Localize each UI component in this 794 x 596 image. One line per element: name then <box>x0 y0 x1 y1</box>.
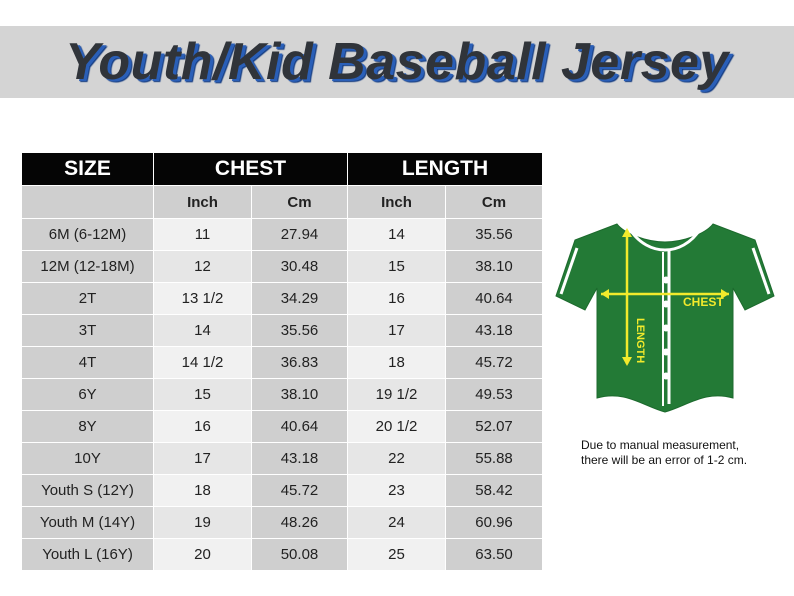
cell-size: Youth S (12Y) <box>21 474 154 507</box>
subheader-length-cm: Cm <box>444 185 544 219</box>
cell-size: 6Y <box>21 378 154 411</box>
cell-length-cm: 63.50 <box>444 538 544 571</box>
length-marker <box>622 228 632 366</box>
cell-chest-cm: 45.72 <box>251 474 348 507</box>
cell-chest-inch: 20 <box>153 538 252 571</box>
subheader-chest-inch: Inch <box>153 185 252 219</box>
cell-chest-cm: 36.83 <box>251 346 348 379</box>
cell-size: 2T <box>21 282 154 315</box>
cell-chest-inch: 16 <box>153 410 252 443</box>
jersey-shirt <box>555 223 775 413</box>
subheader-length-inch: Inch <box>347 185 446 219</box>
cell-chest-inch: 19 <box>153 506 252 539</box>
cell-length-inch: 17 <box>347 314 446 347</box>
cell-length-cm: 55.88 <box>444 442 544 475</box>
cell-chest-inch: 18 <box>153 474 252 507</box>
page-title: Youth/Kid Baseball Jersey <box>65 33 729 91</box>
cell-length-cm: 49.53 <box>444 378 544 411</box>
size-chart-table: SIZE CHEST LENGTH Inch Cm Inch Cm 6M (6-… <box>21 152 544 571</box>
table-header-row: SIZE CHEST LENGTH <box>21 152 544 186</box>
cell-size: Youth L (16Y) <box>21 538 154 571</box>
cell-length-cm: 60.96 <box>444 506 544 539</box>
cell-length-inch: 20 1/2 <box>347 410 446 443</box>
cell-length-inch: 23 <box>347 474 446 507</box>
cell-length-inch: 15 <box>347 250 446 283</box>
header-size: SIZE <box>21 152 154 186</box>
cell-chest-inch: 11 <box>153 218 252 251</box>
cell-chest-cm: 40.64 <box>251 410 348 443</box>
cell-chest-inch: 14 1/2 <box>153 346 252 379</box>
cell-chest-inch: 13 1/2 <box>153 282 252 315</box>
cell-size: 10Y <box>21 442 154 475</box>
cell-size: 3T <box>21 314 154 347</box>
chest-marker <box>601 289 729 299</box>
cell-chest-cm: 38.10 <box>251 378 348 411</box>
subheader-chest-cm: Cm <box>251 185 348 219</box>
cell-chest-cm: 43.18 <box>251 442 348 475</box>
cell-chest-inch: 17 <box>153 442 252 475</box>
cell-length-cm: 40.64 <box>444 282 544 315</box>
table-row: 4T 14 1/2 36.83 18 45.72 <box>21 346 544 379</box>
cell-chest-inch: 15 <box>153 378 252 411</box>
table-row: Youth L (16Y) 20 50.08 25 63.50 <box>21 538 544 571</box>
cell-chest-cm: 30.48 <box>251 250 348 283</box>
cell-size: 12M (12-18M) <box>21 250 154 283</box>
cell-chest-inch: 12 <box>153 250 252 283</box>
table-row: 8Y 16 40.64 20 1/2 52.07 <box>21 410 544 443</box>
cell-length-inch: 14 <box>347 218 446 251</box>
cell-length-cm: 43.18 <box>444 314 544 347</box>
cell-length-inch: 22 <box>347 442 446 475</box>
cell-length-cm: 45.72 <box>444 346 544 379</box>
subheader-blank <box>21 185 154 219</box>
cell-chest-inch: 14 <box>153 314 252 347</box>
cell-length-inch: 18 <box>347 346 446 379</box>
jersey-diagram: CHEST LENGTH <box>555 223 775 413</box>
cell-length-cm: 38.10 <box>444 250 544 283</box>
cell-length-inch: 24 <box>347 506 446 539</box>
cell-size: 8Y <box>21 410 154 443</box>
cell-size: Youth M (14Y) <box>21 506 154 539</box>
cell-length-inch: 19 1/2 <box>347 378 446 411</box>
table-row: 3T 14 35.56 17 43.18 <box>21 314 544 347</box>
cell-size: 4T <box>21 346 154 379</box>
header-length: LENGTH <box>346 152 544 186</box>
cell-length-cm: 52.07 <box>444 410 544 443</box>
cell-length-inch: 25 <box>347 538 446 571</box>
table-subheader-row: Inch Cm Inch Cm <box>21 185 544 219</box>
cell-chest-cm: 35.56 <box>251 314 348 347</box>
cell-length-cm: 35.56 <box>444 218 544 251</box>
measurement-note: Due to manual measurement, there will be… <box>581 438 781 468</box>
cell-chest-cm: 34.29 <box>251 282 348 315</box>
table-row: 6Y 15 38.10 19 1/2 49.53 <box>21 378 544 411</box>
table-row: 2T 13 1/2 34.29 16 40.64 <box>21 282 544 315</box>
cell-length-inch: 16 <box>347 282 446 315</box>
cell-chest-cm: 27.94 <box>251 218 348 251</box>
table-row: Youth M (14Y) 19 48.26 24 60.96 <box>21 506 544 539</box>
title-banner: Youth/Kid Baseball Jersey <box>0 26 794 98</box>
length-label: LENGTH <box>634 318 646 363</box>
cell-chest-cm: 50.08 <box>251 538 348 571</box>
note-line-1: Due to manual measurement, <box>581 438 740 452</box>
table-row: 6M (6-12M) 11 27.94 14 35.56 <box>21 218 544 251</box>
cell-length-cm: 58.42 <box>444 474 544 507</box>
chest-label: CHEST <box>683 295 724 309</box>
table-row: 12M (12-18M) 12 30.48 15 38.10 <box>21 250 544 283</box>
header-chest: CHEST <box>153 152 348 186</box>
cell-chest-cm: 48.26 <box>251 506 348 539</box>
note-line-2: there will be an error of 1-2 cm. <box>581 453 748 467</box>
cell-size: 6M (6-12M) <box>21 218 154 251</box>
table-row: Youth S (12Y) 18 45.72 23 58.42 <box>21 474 544 507</box>
table-row: 10Y 17 43.18 22 55.88 <box>21 442 544 475</box>
